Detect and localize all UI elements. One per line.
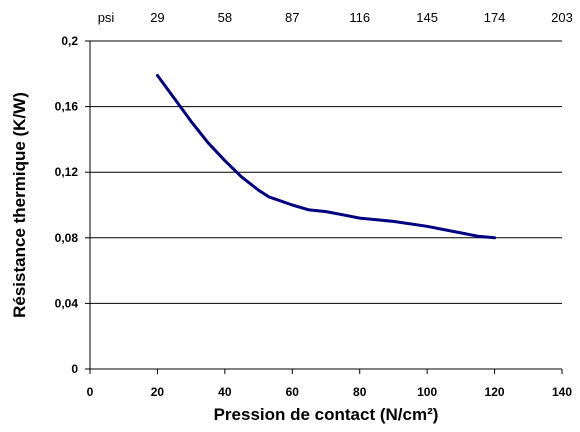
top-tick-label: 87 [285,10,299,25]
x-axis-title: Pression de contact (N/cm²) [214,405,439,424]
y-axis-title: Résistance thermique (K/W) [10,92,29,318]
top-tick-label: 145 [416,10,438,25]
x-tick-label: 80 [353,385,367,399]
y-tick-label: 0,12 [55,165,79,179]
x-tick-label: 140 [552,385,572,399]
x-tick-label: 60 [286,385,300,399]
x-tick-label: 40 [218,385,232,399]
x-tick-label: 100 [417,385,437,399]
top-tick-label: 116 [349,10,370,25]
series [155,73,497,240]
y-tick-label: 0 [71,362,78,376]
top-tick-label: 174 [484,10,506,25]
series-line [155,73,497,240]
y-tick-label: 0,2 [61,34,78,48]
top-tick-label: 203 [551,10,573,25]
x-tick-label: 120 [485,385,505,399]
y-tick-label: 0,08 [55,231,79,245]
x-tick-label: 0 [87,385,94,399]
x-tick-label: 20 [151,385,165,399]
axes [85,40,563,374]
tick-labels: 0 0,04 0,08 0,12 0,16 0,2 0 20 40 60 80 100 120 140 29… [55,10,573,399]
top-axis-unit-label: psi [98,10,115,25]
top-tick-label: 58 [218,10,232,25]
top-tick-label: 29 [150,10,164,25]
y-tick-label: 0,04 [55,296,79,310]
y-tick-label: 0,16 [55,100,79,114]
